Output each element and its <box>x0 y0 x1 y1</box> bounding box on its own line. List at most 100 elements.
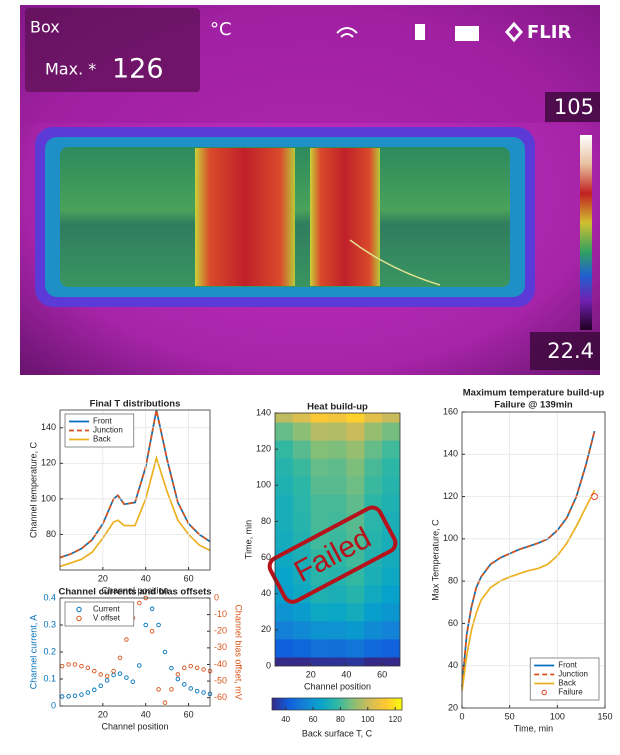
x-tick-label: 40 <box>341 669 351 679</box>
y-tick-label: 0.3 <box>43 619 56 629</box>
heatmap-cell <box>382 603 400 622</box>
heatmap-cell <box>311 494 329 513</box>
y-tick-label: 60 <box>448 618 458 628</box>
y-tick-label: 40 <box>448 660 458 670</box>
x-tick-label: 60 <box>184 573 194 583</box>
heatmap-cell <box>275 494 293 513</box>
colorbar-tick-label: 40 <box>281 715 290 724</box>
battery-icon <box>415 24 425 40</box>
heatmap-cell <box>275 639 293 658</box>
y-tick-label: 160 <box>443 406 458 416</box>
y-tick-label: 120 <box>443 491 458 501</box>
heatmap-cell <box>364 567 382 586</box>
heatmap-cell <box>293 476 311 495</box>
chart-title: Heat build-up <box>307 402 368 413</box>
x-tick-label: 60 <box>377 669 387 679</box>
y-axis-label: Max Temperature, C <box>430 519 440 601</box>
unit-label: °C <box>210 19 232 40</box>
chart: 20406000.10.20.30.40-10-20-30-40-50-60Ch… <box>28 587 243 732</box>
legend: FrontJunctionBackFailure <box>530 658 599 700</box>
page: Box Max. * 126 °C FLIR 105 22.4 20 40 60 80… <box>0 0 620 755</box>
legend: CurrentV offset <box>65 602 134 626</box>
heatmap-cell <box>382 422 400 441</box>
y-tick-label: 140 <box>443 449 458 459</box>
hot-band <box>310 148 380 286</box>
chart-title: Channel currents and bias offsets <box>58 587 211 598</box>
heatmap-cell <box>311 458 329 477</box>
max-value: 126 <box>112 54 164 85</box>
heatmap-cell <box>346 639 364 658</box>
colorbar-tick-label: 60 <box>309 715 318 724</box>
heatmap-cell <box>329 585 347 604</box>
y2-tick-label: -10 <box>214 609 227 619</box>
y-tick-label: 100 <box>256 480 271 490</box>
y-tick-label: 20 <box>261 624 271 634</box>
x-tick-label: 100 <box>550 711 565 721</box>
y-tick-label: 80 <box>448 576 458 586</box>
colorbar-tick-label: 80 <box>336 715 345 724</box>
y-tick-label: 120 <box>41 458 56 468</box>
heatmap-cell <box>311 639 329 658</box>
heatmap-cell <box>275 530 293 549</box>
heatmap-cell <box>346 476 364 495</box>
y2-tick-label: -20 <box>214 626 227 636</box>
colorbar-tick-label: 100 <box>361 715 375 724</box>
heatmap-cell <box>293 603 311 622</box>
y-axis-label: Channel current, A <box>28 615 38 690</box>
heatmap-cell <box>329 603 347 622</box>
heatmap-cell <box>382 585 400 604</box>
heatmap-cell <box>293 639 311 658</box>
heatmap-cell <box>382 494 400 513</box>
chart-subtitle: Failure @ 139min <box>494 400 573 411</box>
max-label: Max. * <box>45 60 96 79</box>
y-tick-label: 0.4 <box>43 592 56 602</box>
heatmap-cell <box>382 476 400 495</box>
y2-tick-label: -30 <box>214 642 227 652</box>
heatmap-cell <box>364 621 382 640</box>
chart-title: Maximum temperature build-up <box>463 388 605 399</box>
legend-label: Front <box>558 661 577 670</box>
heatmap-cell <box>364 585 382 604</box>
heatmap-cell <box>293 621 311 640</box>
y-tick-label: 140 <box>41 422 56 432</box>
y-tick-label: 120 <box>256 444 271 454</box>
y-tick-label: 40 <box>261 588 271 598</box>
heatmap-cell <box>293 458 311 477</box>
thermal-image: Box Max. * 126 °C FLIR 105 22.4 <box>20 5 600 375</box>
y-tick-label: 0.1 <box>43 673 56 683</box>
heatmap-cell <box>364 639 382 658</box>
y-tick-label: 140 <box>256 407 271 417</box>
heatmap-cell <box>293 494 311 513</box>
scale-min: 22.4 <box>547 339 594 363</box>
heatmap-cell <box>329 458 347 477</box>
heatmap-cell <box>346 440 364 459</box>
heatmap-cell <box>293 440 311 459</box>
heatmap-cell <box>329 494 347 513</box>
figure: Box Max. * 126 °C FLIR 105 22.4 20 40 60 80… <box>0 0 620 755</box>
heatmap-cell <box>293 422 311 441</box>
y2-axis-label: Channel bias offset, mV <box>234 604 244 699</box>
x-tick-label: 150 <box>597 711 612 721</box>
y-tick-label: 0 <box>266 660 271 670</box>
y2-tick-label: -40 <box>214 659 227 669</box>
heatmap-cell <box>364 458 382 477</box>
heatmap-cell <box>346 621 364 640</box>
color-scale <box>580 135 592 330</box>
heatmap-cell <box>329 476 347 495</box>
heatmap-cell <box>275 458 293 477</box>
y-tick-label: 100 <box>443 533 458 543</box>
x-tick-label: 0 <box>459 711 464 721</box>
heatmap-cell <box>346 422 364 441</box>
chart: 204060020406080100120140Heat build-upCha… <box>243 402 402 739</box>
legend-label: Current <box>93 605 120 614</box>
heatmap-cell <box>382 639 400 658</box>
heatmap-cell <box>311 621 329 640</box>
heatmap-cell <box>311 603 329 622</box>
heatmap-cell <box>346 585 364 604</box>
x-tick-label: 60 <box>184 709 194 719</box>
x-tick-label: 20 <box>98 709 108 719</box>
chart-title: Final T distributions <box>90 399 181 410</box>
